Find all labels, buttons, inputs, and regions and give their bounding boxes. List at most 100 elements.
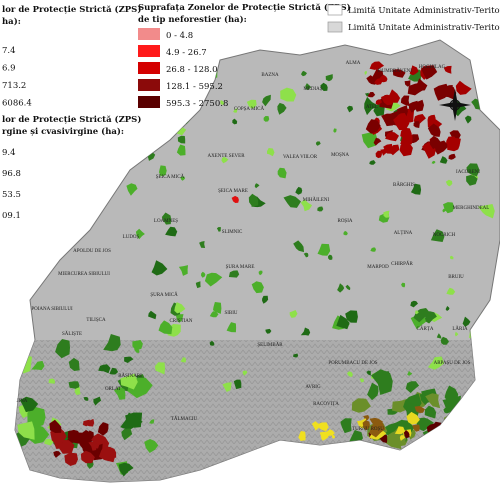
patch bbox=[345, 310, 358, 323]
patch bbox=[466, 175, 478, 186]
patch bbox=[254, 183, 260, 189]
patch bbox=[88, 441, 100, 451]
patch bbox=[267, 148, 275, 157]
patch bbox=[389, 144, 400, 156]
patch bbox=[94, 448, 100, 455]
place-label: JINA bbox=[17, 399, 28, 404]
patch bbox=[395, 113, 407, 123]
place-label: SĂLIȘTE bbox=[62, 331, 82, 337]
patch bbox=[412, 424, 420, 432]
place-label: MERGHINDEAL bbox=[453, 206, 490, 211]
patch bbox=[177, 120, 183, 127]
patch bbox=[120, 373, 138, 390]
patch bbox=[425, 393, 441, 409]
place-label: ȘURA MICĂ bbox=[150, 292, 178, 298]
patch bbox=[298, 431, 306, 441]
patch bbox=[340, 418, 352, 434]
patch bbox=[328, 254, 333, 260]
patch bbox=[232, 118, 238, 125]
patch bbox=[400, 95, 410, 107]
legend-label: 6086.4 bbox=[2, 99, 32, 109]
patch bbox=[49, 419, 62, 433]
patch bbox=[233, 108, 238, 113]
patch bbox=[209, 311, 219, 318]
legend-label: Limită Unitate Administrativ-Teritorială bbox=[348, 22, 500, 33]
patch bbox=[152, 139, 159, 146]
patch bbox=[201, 271, 206, 278]
patch bbox=[383, 210, 390, 218]
legend-label: 26.8 - 128.0 bbox=[166, 65, 218, 75]
patch bbox=[400, 127, 413, 141]
patch bbox=[293, 240, 304, 253]
place-label: ȘEICA MICĂ bbox=[156, 174, 185, 180]
place-label: ROȘIA bbox=[337, 219, 352, 224]
patch bbox=[447, 137, 461, 152]
patch bbox=[320, 82, 328, 91]
patch bbox=[351, 398, 371, 413]
place-label: VALEA VIILOR bbox=[283, 155, 318, 160]
patch bbox=[409, 65, 419, 76]
place-label: ORLAT bbox=[105, 387, 121, 392]
patch bbox=[118, 462, 134, 477]
patch bbox=[473, 68, 482, 76]
patch bbox=[430, 229, 445, 242]
patch bbox=[404, 80, 411, 87]
patch bbox=[262, 295, 269, 304]
patch bbox=[385, 131, 399, 142]
patch bbox=[53, 451, 61, 458]
patch bbox=[199, 241, 206, 248]
patch bbox=[44, 438, 54, 446]
patch bbox=[443, 407, 451, 414]
patch bbox=[436, 333, 442, 339]
patch bbox=[221, 156, 229, 164]
place-label: COPȘA MICĂ bbox=[234, 106, 265, 112]
place-label: LĂRIA bbox=[452, 326, 468, 332]
patch bbox=[134, 348, 140, 353]
patch bbox=[399, 435, 406, 441]
patch bbox=[300, 327, 311, 336]
legend-title: rgine și cvasivirgine (ha): bbox=[2, 126, 124, 137]
legend-swatch bbox=[138, 45, 160, 57]
patch bbox=[380, 94, 395, 106]
patch bbox=[408, 100, 419, 113]
patch bbox=[362, 420, 370, 431]
patch bbox=[64, 452, 78, 466]
patch bbox=[176, 144, 186, 156]
protected-areas bbox=[15, 61, 495, 477]
place-label: ȘELIMBĂR bbox=[257, 342, 283, 348]
patch bbox=[148, 310, 157, 320]
legend-label: 9.4 bbox=[2, 148, 16, 158]
patch bbox=[392, 69, 406, 78]
patch bbox=[180, 357, 187, 363]
patch bbox=[371, 369, 393, 395]
patch bbox=[364, 71, 367, 75]
place-label: ALMA bbox=[346, 61, 361, 66]
place-label: LUDOȘ bbox=[123, 235, 140, 240]
patch bbox=[439, 156, 448, 164]
patch bbox=[462, 316, 471, 327]
legend-title: de tip neforestier (ha): bbox=[138, 14, 247, 25]
patch bbox=[410, 183, 422, 195]
patch bbox=[369, 417, 384, 426]
patch bbox=[369, 421, 386, 438]
patch bbox=[448, 153, 456, 160]
legend-swatch bbox=[138, 62, 160, 74]
legend-label: 09.1 bbox=[2, 211, 21, 221]
legend-swatch bbox=[327, 21, 343, 33]
patch bbox=[258, 270, 263, 276]
patch bbox=[209, 340, 215, 346]
patch bbox=[407, 370, 413, 376]
patch bbox=[154, 362, 166, 375]
patch bbox=[325, 74, 333, 82]
patch bbox=[455, 80, 472, 95]
patch bbox=[165, 226, 178, 237]
patch bbox=[248, 193, 259, 207]
place-label: DUMBRĂVENI bbox=[378, 68, 412, 74]
patch bbox=[151, 260, 168, 276]
place-label: RĂȘINARI bbox=[118, 373, 142, 379]
place-label: MIHĂILENI bbox=[303, 197, 330, 203]
patch bbox=[317, 243, 331, 256]
patch bbox=[464, 115, 472, 124]
legend-label: 713.2 bbox=[2, 81, 26, 91]
legend-swatch bbox=[138, 28, 160, 40]
